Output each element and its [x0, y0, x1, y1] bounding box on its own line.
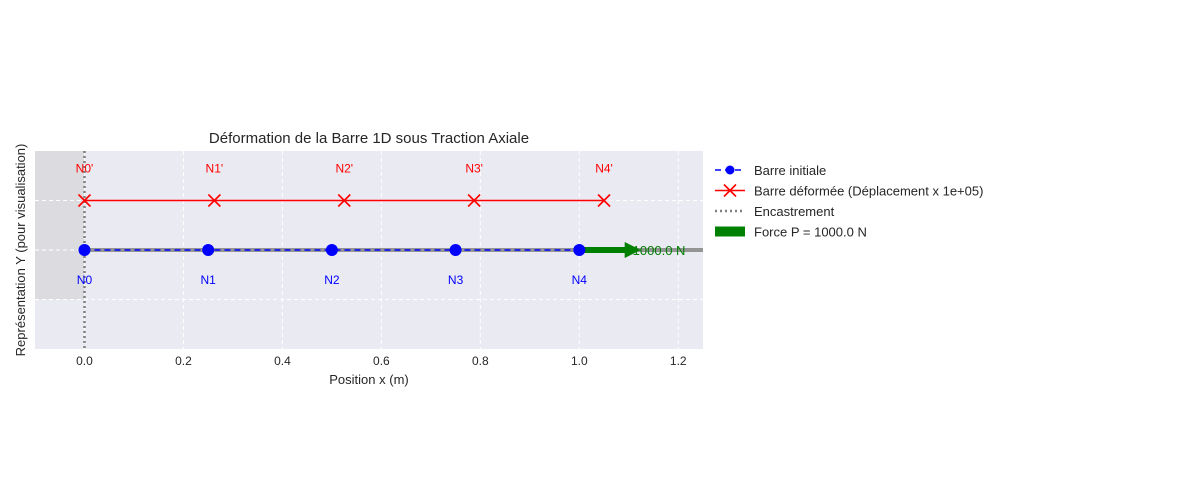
data-point-deformed-stroke-b [207, 193, 221, 208]
data-point-initial [573, 244, 586, 256]
legend-marker-initial [725, 165, 735, 175]
node-label-initial: N2 [324, 273, 340, 287]
legend-marker-deformed [723, 183, 737, 198]
legend-item: Barre initiale [715, 163, 826, 178]
legend-label: Force P = 1000.0 N [754, 225, 867, 240]
legend-label: Barre déformée (Déplacement x 1e+05) [754, 184, 983, 199]
legend-patch-force [715, 226, 745, 237]
data-point-deformed [597, 193, 611, 208]
node-label-deformed: N3' [465, 162, 483, 176]
data-point-initial [449, 244, 462, 256]
node-label-deformed: N4' [595, 162, 613, 176]
data-point-deformed-stroke-b [77, 193, 92, 208]
legend-label: Encastrement [754, 204, 835, 219]
node-label-deformed: N2' [335, 162, 353, 176]
data-point-deformed [77, 193, 92, 208]
data-point-deformed-stroke-b [597, 193, 611, 208]
x-tick-label: 1.0 [571, 354, 588, 368]
legend-marker-deformed-stroke-b [723, 183, 737, 198]
x-tick-label: 0.4 [274, 354, 291, 368]
x-tick-label: 0.8 [472, 354, 489, 368]
force-arrow-head [624, 242, 641, 258]
support-wall-region [35, 151, 85, 300]
x-tick-label: 0.6 [373, 354, 390, 368]
x-tick-label: 0.2 [175, 354, 192, 368]
node-label-deformed: N0' [76, 162, 94, 176]
x-axis-label: Position x (m) [329, 372, 408, 387]
data-point-deformed [337, 193, 351, 208]
chart-title: Déformation de la Barre 1D sous Traction… [209, 130, 529, 147]
plot-area: 0.0 0.2 0.4 0.6 0.8 1.0 1.2 1000.0 N N0 N1 N2 N3 N4 N… [35, 151, 703, 368]
node-label-initial: N0 [77, 273, 93, 287]
node-label-initial: N3 [448, 273, 464, 287]
data-point-deformed-stroke-b [337, 193, 351, 208]
y-axis-label: Représentation Y (pour visualisation) [13, 144, 28, 357]
data-point-initial [202, 244, 215, 256]
data-point-deformed-stroke-b [467, 193, 481, 208]
x-tick-label: 0.0 [76, 354, 93, 368]
x-tick-label: 1.2 [670, 354, 687, 368]
data-point-deformed [467, 193, 481, 208]
legend-item: Force P = 1000.0 N [715, 225, 867, 240]
node-label-initial: N4 [572, 273, 588, 287]
node-label-deformed: N1' [206, 162, 224, 176]
data-point-initial [325, 244, 338, 256]
force-label: 1000.0 N [633, 243, 686, 258]
data-point-initial [78, 244, 91, 256]
node-label-initial: N1 [201, 273, 217, 287]
legend: Barre initiale Barre déformée (Déplacemen… [715, 163, 983, 240]
legend-label: Barre initiale [754, 163, 826, 178]
legend-item: Barre déformée (Déplacement x 1e+05) [715, 184, 983, 199]
force-arrow-shaft [579, 247, 627, 253]
data-point-deformed [207, 193, 221, 208]
legend-item: Encastrement [715, 204, 835, 219]
